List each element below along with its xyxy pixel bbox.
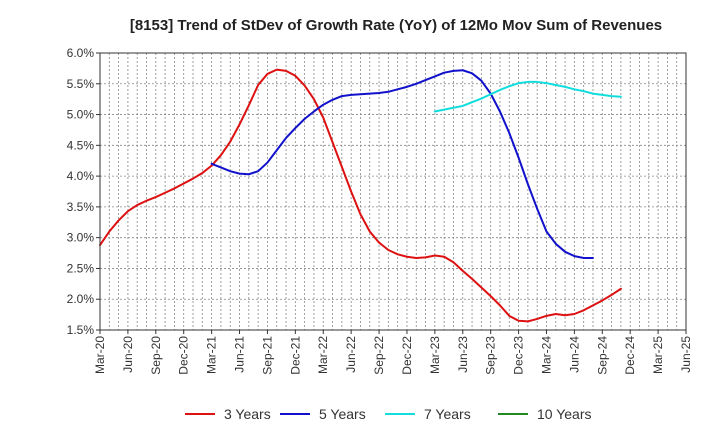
x-tick-label: Mar-25 [651, 336, 665, 374]
legend-item: 5 Years [280, 406, 366, 422]
y-tick-label: 1.5% [67, 323, 95, 337]
x-tick-label: Mar-20 [93, 336, 107, 374]
y-axis: 1.5% 2.0% 2.5% 3.0% 3.5% 4.0% 4.5% 5.0% 5.5% 6.0% [67, 46, 100, 337]
x-tick-label: Jun-22 [344, 336, 358, 373]
x-tick-label: Jun-21 [233, 336, 247, 373]
y-tick-label: 2.5% [67, 261, 95, 275]
legend-item: 10 Years [498, 406, 592, 422]
y-tick-label: 5.5% [67, 77, 95, 91]
x-tick-label: Dec-20 [177, 336, 191, 375]
x-tick-label: Mar-23 [428, 336, 442, 374]
y-tick-label: 5.0% [67, 108, 95, 122]
legend: 3 Years 5 Years 7 Years 10 Years [185, 406, 592, 422]
x-tick-label: Dec-23 [512, 336, 526, 375]
x-tick-label: Sep-24 [595, 336, 609, 375]
y-tick-label: 3.0% [67, 231, 95, 245]
y-tick-label: 4.5% [67, 138, 95, 152]
series-line-7-years [433, 80, 622, 113]
x-tick-label: Dec-24 [623, 336, 637, 375]
x-tick-label: Sep-21 [260, 336, 274, 375]
legend-item: 3 Years [185, 406, 271, 422]
x-tick-label: Sep-20 [149, 336, 163, 375]
x-tick-label: Mar-22 [316, 336, 330, 374]
y-tick-label: 6.0% [67, 46, 95, 60]
x-tick-label: Jun-23 [456, 336, 470, 373]
x-tick-label: Dec-21 [288, 336, 302, 375]
x-tick-label: Dec-22 [400, 336, 414, 375]
x-tick-label: Jun-25 [679, 336, 693, 373]
series-layer [99, 68, 622, 323]
chart-title: [8153] Trend of StDev of Growth Rate (Yo… [130, 17, 662, 34]
legend-label: 10 Years [537, 406, 592, 422]
x-tick-label: Jun-20 [121, 336, 135, 373]
series-line-3-years [99, 68, 622, 323]
legend-item: 7 Years [385, 406, 471, 422]
x-axis: Mar-20 Jun-20 Sep-20 Dec-20 Mar-21 Jun-21 Sep-… [93, 330, 693, 375]
legend-label: 5 Years [319, 406, 366, 422]
x-tick-label: Sep-23 [484, 336, 498, 375]
x-tick-label: Mar-21 [205, 336, 219, 374]
y-tick-label: 2.0% [67, 292, 95, 306]
plot-frame [99, 52, 687, 331]
x-tick-label: Sep-22 [372, 336, 386, 375]
legend-label: 7 Years [424, 406, 471, 422]
x-tick-label: Mar-24 [539, 336, 553, 374]
x-tick-label: Jun-24 [567, 336, 581, 373]
y-tick-label: 4.0% [67, 169, 95, 183]
series-line-5-years [210, 69, 594, 259]
legend-label: 3 Years [224, 406, 271, 422]
y-tick-label: 3.5% [67, 200, 95, 214]
